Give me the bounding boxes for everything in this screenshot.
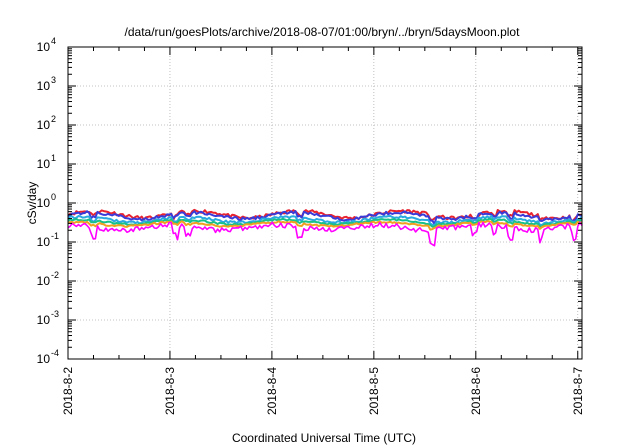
plot-area xyxy=(68,47,582,359)
y-tick-label: 10 xyxy=(37,274,51,288)
y-axis-label: cSv/day xyxy=(25,182,39,225)
y-tick-exponent: -4 xyxy=(51,348,59,358)
chart-title: /data/run/goesPlots/archive/2018-08-07/0… xyxy=(125,25,521,39)
y-tick-exponent: 4 xyxy=(51,36,56,46)
y-tick-label: 10 xyxy=(37,235,51,249)
y-tick-label: 10 xyxy=(37,79,51,93)
x-axis-label: Coordinated Universal Time (UTC) xyxy=(232,431,416,445)
y-tick-label: 10 xyxy=(37,40,51,54)
x-tick-label: 2018-8-7 xyxy=(571,367,585,415)
y-tick-label: 10 xyxy=(37,157,51,171)
series-line xyxy=(67,210,583,225)
series-line xyxy=(67,214,583,227)
y-tick-label: 10 xyxy=(37,352,51,366)
series-line xyxy=(67,217,583,228)
y-tick-exponent: 1 xyxy=(51,153,56,163)
x-tick-label: 2018-8-6 xyxy=(469,367,483,415)
y-tick-label: 10 xyxy=(37,196,51,210)
series-line xyxy=(67,220,583,231)
y-tick-exponent: -2 xyxy=(51,270,59,280)
y-tick-exponent: -1 xyxy=(51,231,59,241)
y-tick-exponent: 2 xyxy=(51,114,56,124)
x-tick-label: 2018-8-5 xyxy=(367,367,381,415)
x-tick-label: 2018-8-2 xyxy=(61,367,75,415)
x-tick-label: 2018-8-3 xyxy=(163,367,177,415)
y-tick-exponent: -3 xyxy=(51,309,59,319)
y-tick-exponent: 3 xyxy=(51,75,56,85)
x-axis: 2018-8-2 2018-8-3 2018-8-4 2018-8-5 2018-8-6… xyxy=(61,47,585,415)
series-layer xyxy=(67,208,583,247)
x-tick-label: 2018-8-4 xyxy=(265,367,279,415)
series-line xyxy=(67,221,583,247)
y-tick-exponent: 0 xyxy=(51,192,56,202)
y-tick-label: 10 xyxy=(37,313,51,327)
y-tick-label: 10 xyxy=(37,118,51,132)
